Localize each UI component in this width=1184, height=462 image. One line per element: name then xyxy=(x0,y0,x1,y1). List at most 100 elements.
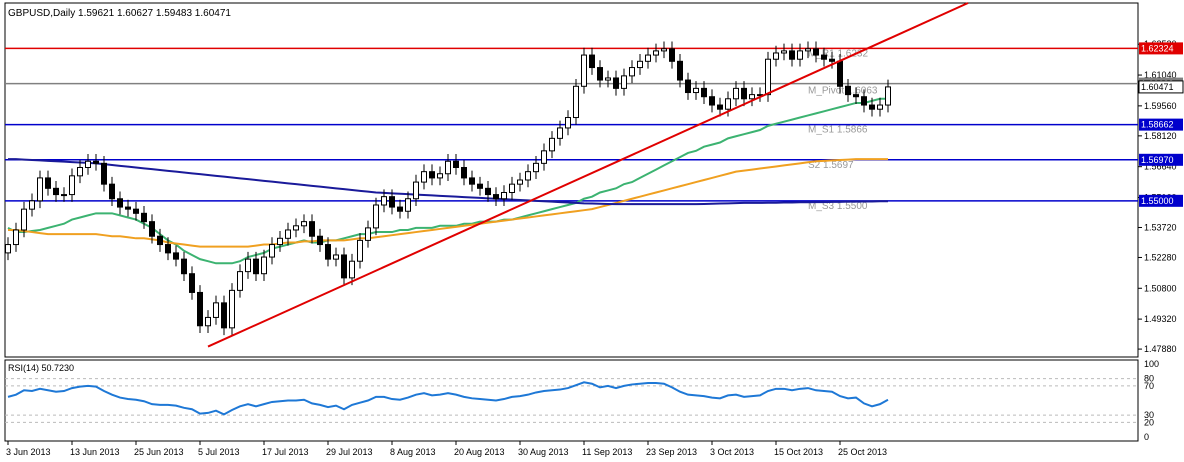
date-tick-label: 8 Aug 2013 xyxy=(390,447,436,457)
candle-body xyxy=(357,239,363,262)
chart-header: GBPUSD,Daily 1.59621 1.60627 1.59483 1.6… xyxy=(8,8,231,19)
candle-body xyxy=(733,87,739,100)
candle-body xyxy=(29,200,35,210)
candle-body xyxy=(557,127,563,139)
candle-body xyxy=(53,187,59,196)
candle-body xyxy=(685,79,691,94)
candle-body xyxy=(781,50,787,54)
candle-body xyxy=(813,48,819,56)
candle-body xyxy=(693,87,699,94)
candle-body xyxy=(405,198,411,212)
rsi-frame xyxy=(4,359,1139,442)
candle-body xyxy=(653,50,659,56)
candle-body xyxy=(645,54,651,62)
candle-body xyxy=(501,191,507,200)
candle-body xyxy=(173,252,179,260)
level-price-box xyxy=(1139,194,1183,207)
level-name-label: M_S3 1.5500 xyxy=(808,201,868,212)
candle-body xyxy=(493,194,499,200)
candle-body xyxy=(517,179,523,185)
date-tick-label: 17 Jul 2013 xyxy=(262,447,309,457)
candle-body xyxy=(701,87,707,98)
candle-body xyxy=(237,271,243,291)
candle-body xyxy=(477,183,483,189)
candle-body xyxy=(349,260,355,279)
candle-body xyxy=(709,96,715,106)
candle-body xyxy=(453,160,459,169)
candle-body xyxy=(157,235,163,246)
candle-body xyxy=(637,60,643,69)
candle-body xyxy=(861,96,867,106)
current-price-label: 1.60471 xyxy=(1141,82,1174,92)
candle-body xyxy=(213,302,219,318)
candle-body xyxy=(221,302,227,329)
candle-body xyxy=(773,52,779,60)
candle-body xyxy=(373,204,379,229)
candle-body xyxy=(717,104,723,110)
candle-body xyxy=(253,258,259,275)
moving-average-line xyxy=(8,158,888,248)
candle-body xyxy=(45,177,51,189)
candle-body xyxy=(365,227,371,241)
candle-body xyxy=(549,137,555,152)
candle-body xyxy=(589,54,595,69)
candle-body xyxy=(381,196,387,206)
price-tick-label: 1.49320 xyxy=(1144,314,1177,324)
candle-body xyxy=(341,254,347,279)
candle-body xyxy=(805,48,811,52)
level-price-label: 1.56970 xyxy=(1141,155,1174,165)
date-tick-label: 3 Oct 2013 xyxy=(710,447,754,457)
level-price-box xyxy=(1139,42,1183,55)
candle-body xyxy=(77,167,83,177)
level-price-box xyxy=(1139,118,1183,131)
candle-body xyxy=(869,104,875,110)
date-tick-label: 3 Jun 2013 xyxy=(6,447,51,457)
candle-body xyxy=(525,171,531,181)
candle-body xyxy=(413,181,419,200)
candle-body xyxy=(165,244,171,254)
candle-body xyxy=(421,171,427,183)
price-tick-label: 1.61040 xyxy=(1144,70,1177,80)
candle-body xyxy=(101,162,107,185)
candle-body xyxy=(133,208,139,214)
candle-body xyxy=(397,206,403,212)
candle-body xyxy=(677,60,683,81)
rsi-tick-label: 70 xyxy=(1144,381,1154,391)
candle-body xyxy=(277,237,283,246)
candle-body xyxy=(125,206,131,210)
level-name-label: M_Pivot 1.6063 xyxy=(808,86,878,97)
candle-body xyxy=(445,160,451,175)
price-tick-label: 1.58120 xyxy=(1144,131,1177,141)
rsi-line xyxy=(7,381,889,416)
level-price-box xyxy=(1139,153,1183,166)
price-tick-label: 1.53720 xyxy=(1144,222,1177,232)
candle-body xyxy=(613,77,619,89)
candle-body xyxy=(581,54,587,87)
price-frame xyxy=(4,2,1139,358)
candle-body xyxy=(605,77,611,81)
candle-body xyxy=(317,235,323,246)
price-tick-label: 1.59560 xyxy=(1144,101,1177,111)
candle-body xyxy=(565,117,571,129)
candle-body xyxy=(741,87,747,100)
rsi-tick-label: 100 xyxy=(1144,359,1159,369)
level-price-label: 1.62324 xyxy=(1141,43,1174,53)
candle-body xyxy=(885,86,891,106)
candle-body xyxy=(541,150,547,164)
candle-body xyxy=(765,58,771,96)
level-name-label: S2 1.5697 xyxy=(808,160,854,171)
date-tick-label: 23 Sep 2013 xyxy=(646,447,697,457)
candle-body xyxy=(821,54,827,60)
candle-body xyxy=(269,244,275,258)
trendline xyxy=(207,2,969,348)
date-tick-label: 25 Jun 2013 xyxy=(134,447,184,457)
candle-body xyxy=(117,198,123,208)
candle-body xyxy=(749,94,755,100)
candle-body xyxy=(533,162,539,173)
candle-body xyxy=(485,187,491,196)
candle-body xyxy=(853,94,859,98)
candle-body xyxy=(509,183,515,193)
candle-body xyxy=(797,50,803,60)
candle-body xyxy=(725,98,731,110)
